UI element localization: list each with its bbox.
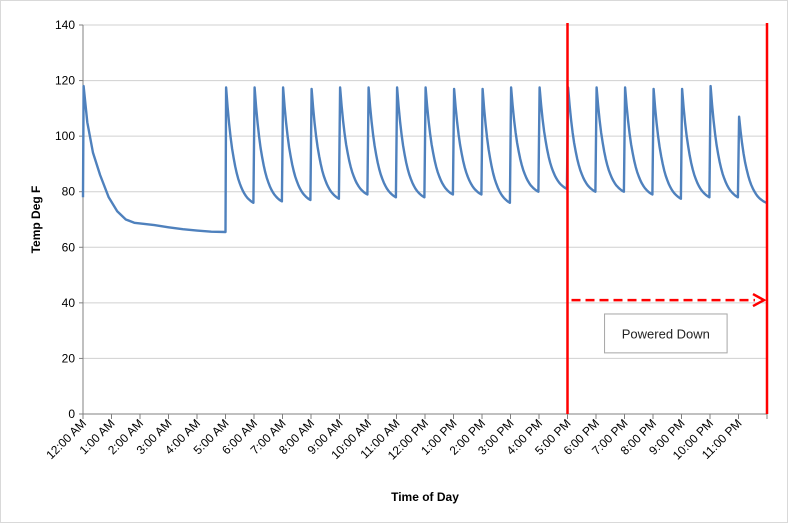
y-tick-label: 120 — [55, 74, 75, 88]
y-axis-ticks: 0 20 40 60 80 100 120 140 — [55, 18, 83, 421]
x-axis-ticks: 12:00 AM1:00 AM2:00 AM3:00 AM4:00 AM5:00… — [43, 414, 768, 462]
y-axis-title: Temp Deg F — [29, 186, 43, 254]
y-tick-label: 100 — [55, 129, 75, 143]
x-axis-title: Time of Day — [391, 490, 459, 504]
x-tick-label: 12:00 AM — [43, 416, 89, 462]
y-tick-label: 0 — [68, 407, 75, 421]
series-group — [81, 84, 767, 234]
y-tick-label: 40 — [62, 296, 76, 310]
annotations: Powered Down — [566, 23, 769, 414]
axes — [82, 25, 767, 415]
temperature-series-line — [81, 84, 767, 234]
y-tick-label: 80 — [62, 185, 76, 199]
powered-down-label: Powered Down — [622, 326, 710, 341]
y-tick-label: 140 — [55, 18, 75, 32]
arrow-head-icon — [752, 292, 767, 308]
powered-down-label-box — [604, 313, 728, 354]
y-tick-label: 60 — [62, 240, 76, 254]
y-tick-label: 20 — [62, 351, 76, 365]
